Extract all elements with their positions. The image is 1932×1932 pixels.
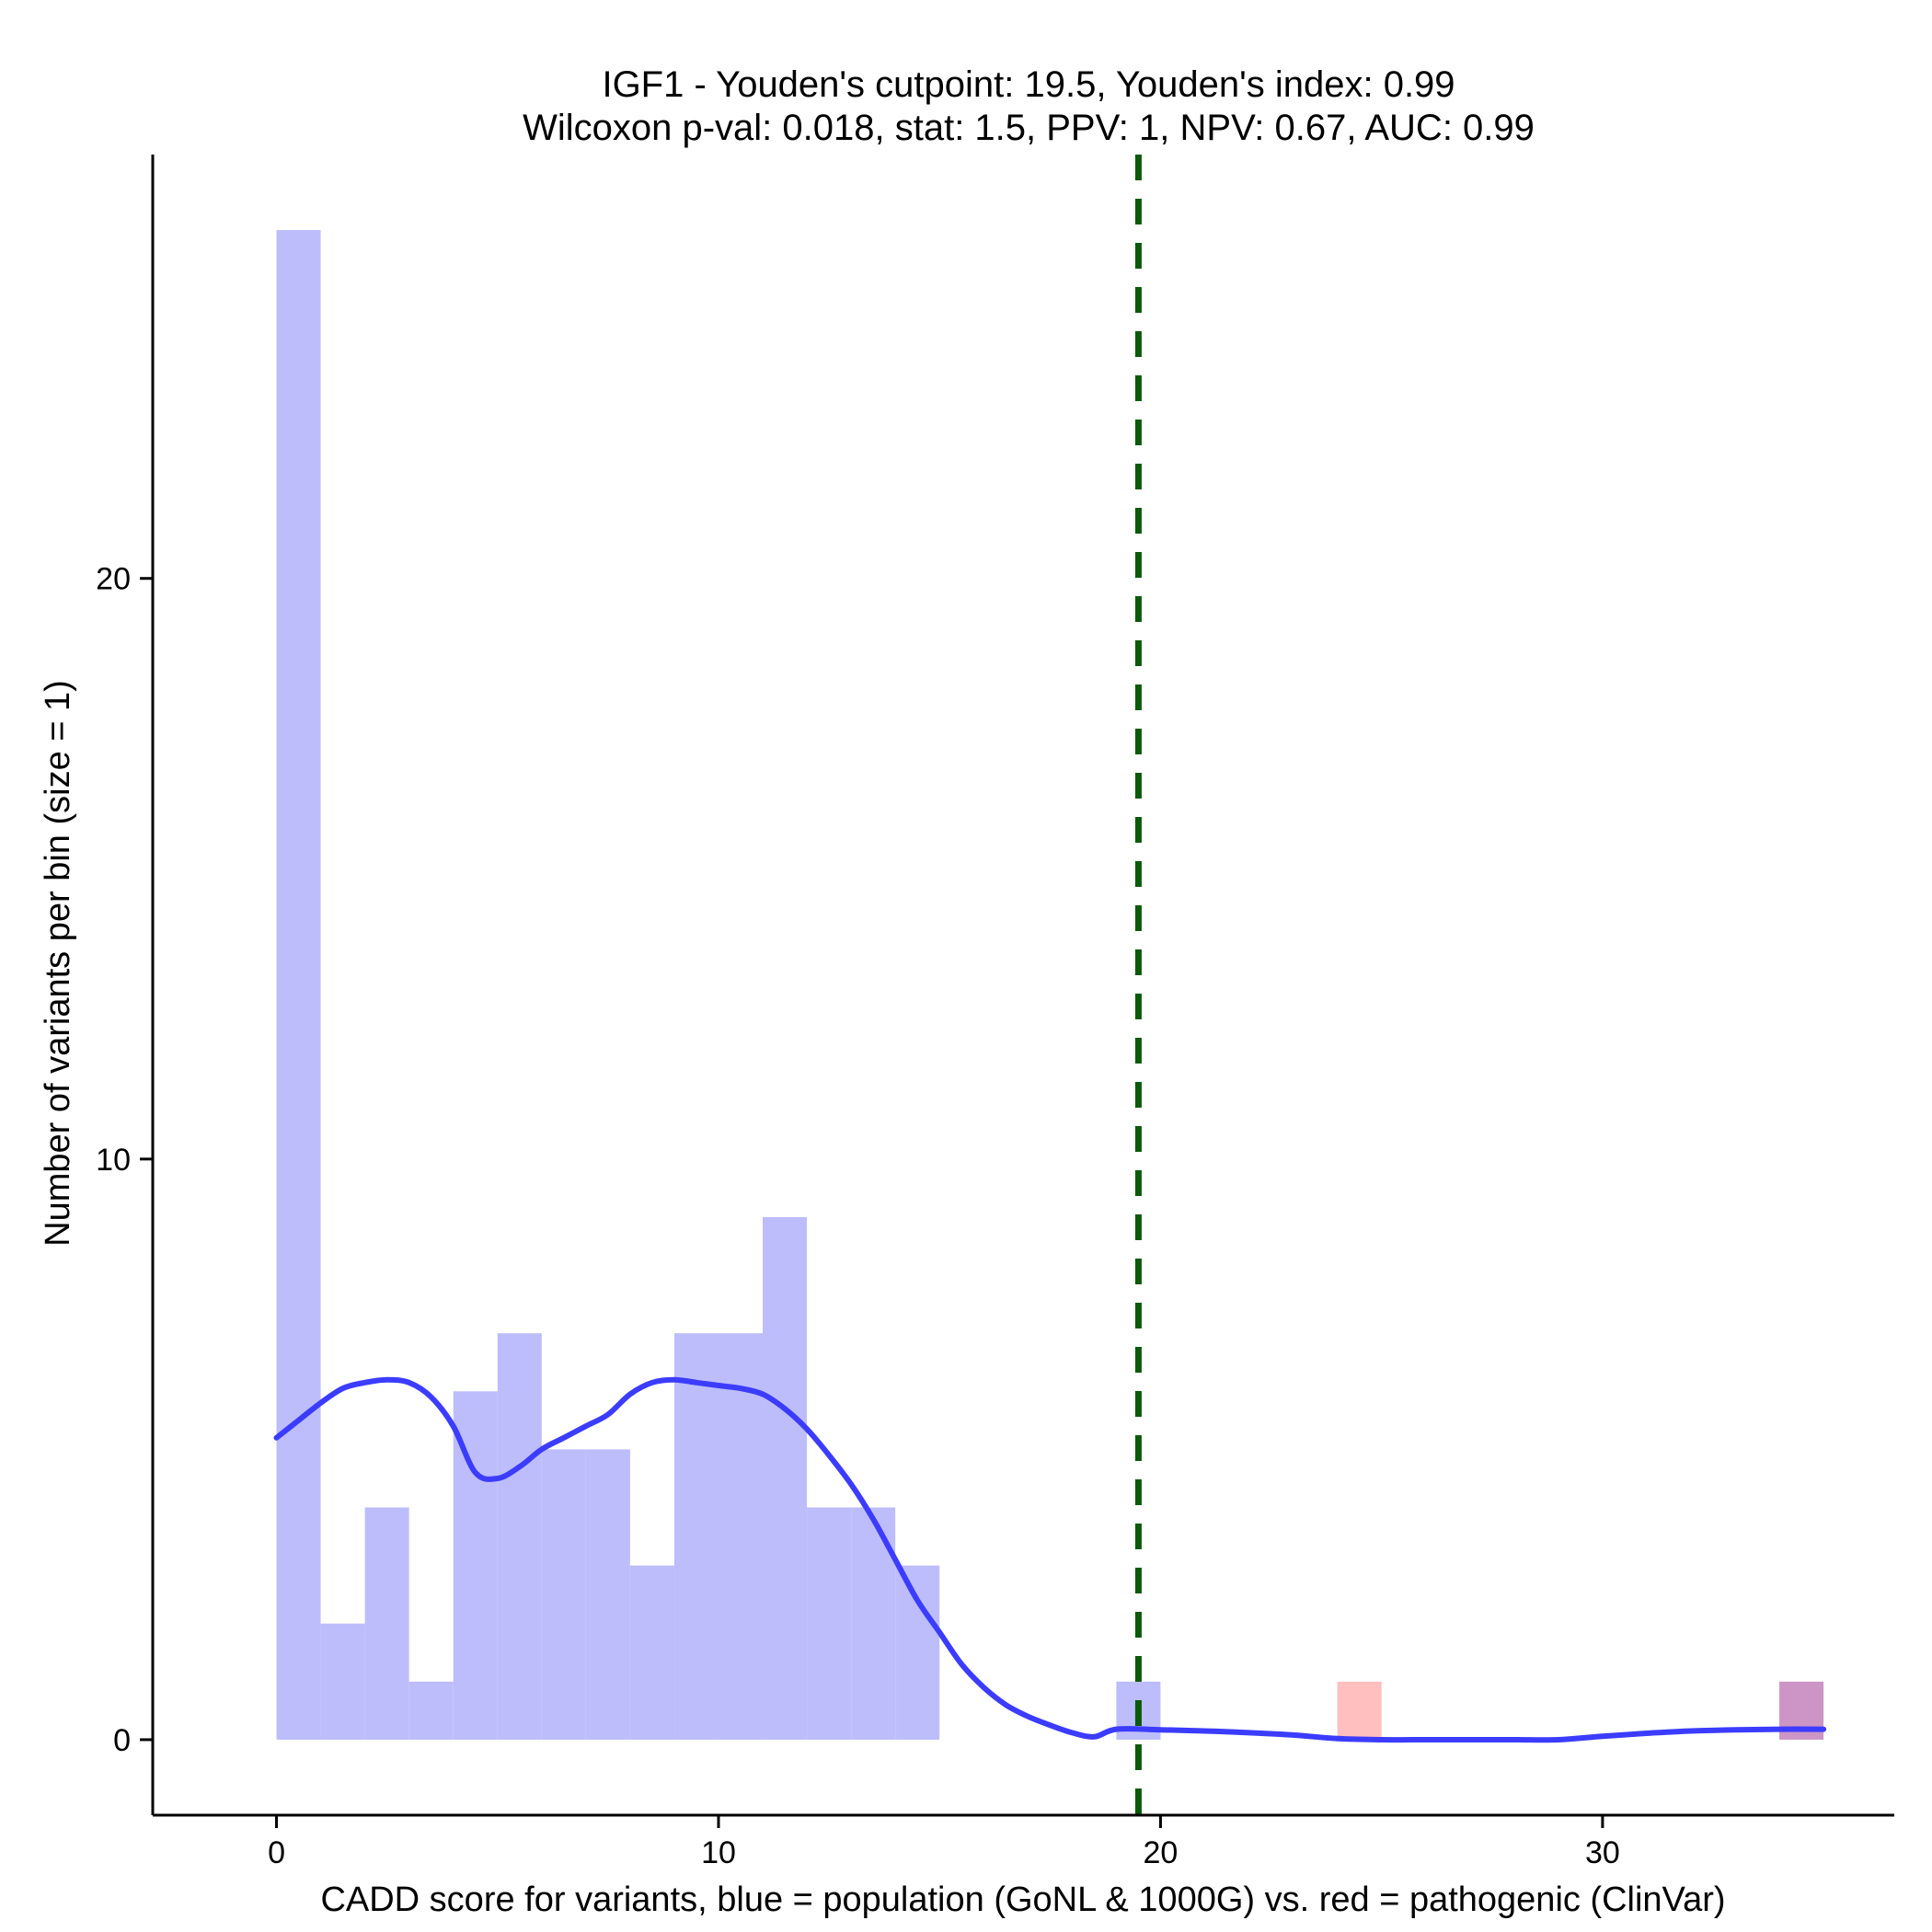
x-tick-label: 0 xyxy=(268,1835,285,1870)
population-bar xyxy=(763,1216,808,1740)
population-bar xyxy=(807,1507,852,1740)
x-ticks: 0 10 20 30 xyxy=(268,1815,1620,1870)
y-ticks: 0 10 20 xyxy=(96,562,153,1758)
chart-title: IGF1 - Youden's cutpoint: 19.5, Youden's… xyxy=(602,64,1455,105)
population-bar xyxy=(895,1565,940,1740)
chart-subtitle: Wilcoxon p-val: 0.018, stat: 1.5, PPV: 1… xyxy=(523,108,1535,148)
population-bar xyxy=(673,1333,719,1740)
density-curve xyxy=(273,1376,1827,1743)
axes-group xyxy=(151,155,1894,1817)
population-bar xyxy=(364,1507,409,1740)
population-bar xyxy=(629,1565,674,1740)
y-tick-label: 20 xyxy=(96,562,131,597)
population-bar xyxy=(718,1333,764,1740)
y-axis-label: Number of variants per bin (size = 1) xyxy=(39,680,77,1247)
x-tick-label: 10 xyxy=(701,1835,736,1870)
x-tick-label: 30 xyxy=(1585,1835,1620,1870)
population-bar xyxy=(320,1623,365,1740)
population-bars xyxy=(276,230,1824,1740)
y-tick-label: 0 xyxy=(113,1723,131,1758)
population-bar xyxy=(541,1449,586,1740)
population-bar xyxy=(276,230,321,1740)
population-bar xyxy=(585,1449,630,1740)
y-tick-label: 10 xyxy=(96,1143,131,1178)
x-tick-label: 20 xyxy=(1144,1835,1179,1870)
pathogenic-bar xyxy=(1337,1681,1382,1740)
population-bar xyxy=(453,1391,498,1740)
population-bar xyxy=(497,1333,542,1740)
density-curve-group xyxy=(273,1376,1827,1743)
population-bar xyxy=(408,1681,454,1740)
x-axis-label: CADD score for variants, blue = populati… xyxy=(320,1880,1725,1919)
pathogenic-bars xyxy=(1337,1681,1382,1740)
